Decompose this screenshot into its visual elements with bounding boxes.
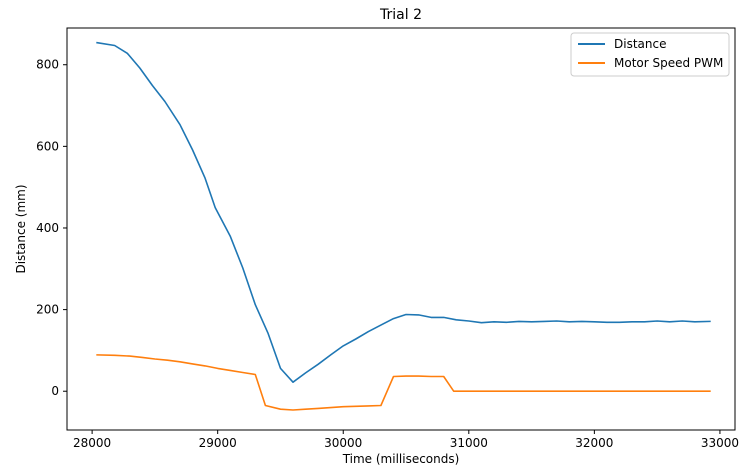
series-line-motor-speed (96, 354, 711, 411)
y-tick-label: 800 (36, 58, 59, 72)
y-tick-label: 600 (36, 139, 59, 153)
y-tick-label: 200 (36, 303, 59, 317)
plot-background (67, 28, 735, 430)
x-axis-label: Time (milliseconds) (342, 452, 460, 466)
x-tick-label: 30000 (324, 436, 362, 450)
series-line-distance (96, 41, 711, 384)
x-tick-label: 31000 (450, 436, 488, 450)
y-axis: 0 200 400 600 800 (36, 58, 67, 398)
legend-label-distance: Distance (614, 37, 666, 51)
y-tick-label: 400 (36, 221, 59, 235)
legend-label-motor-speed: Motor Speed PWM (614, 56, 723, 70)
x-axis: 28000 29000 30000 31000 32000 33000 (73, 430, 739, 450)
plot-frame (66, 27, 736, 431)
legend-box (570, 32, 730, 77)
y-axis-label: Distance (mm) (14, 184, 28, 273)
legend: Distance Motor Speed PWM (570, 32, 730, 77)
series-layer (96, 41, 711, 411)
y-tick-label: 0 (51, 384, 59, 398)
x-tick-label: 28000 (73, 436, 111, 450)
x-tick-label: 29000 (199, 436, 237, 450)
chart-title: Trial 2 (379, 7, 422, 23)
x-tick-label: 32000 (575, 436, 613, 450)
x-tick-label: 33000 (701, 436, 739, 450)
